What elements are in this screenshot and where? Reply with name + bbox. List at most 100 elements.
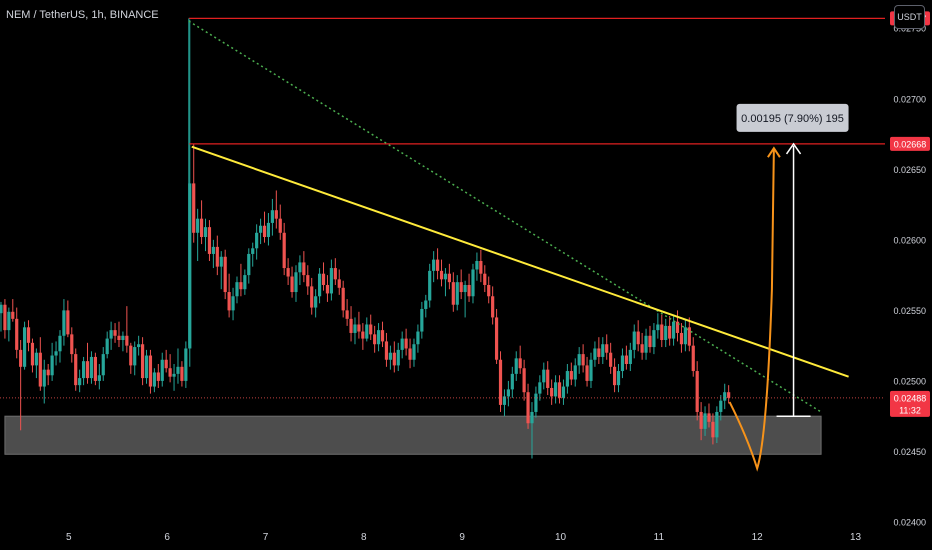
candle bbox=[184, 348, 188, 381]
candle bbox=[54, 351, 58, 356]
candle bbox=[644, 335, 648, 353]
price-label-box bbox=[890, 390, 930, 417]
candle bbox=[506, 389, 510, 397]
x-tick-label: 11 bbox=[654, 532, 665, 543]
support-zone bbox=[4, 415, 822, 455]
x-tick-label: 8 bbox=[361, 532, 367, 543]
candle bbox=[380, 330, 385, 342]
candle bbox=[605, 344, 609, 353]
currency-button[interactable]: USDT bbox=[894, 5, 925, 29]
candle bbox=[491, 296, 495, 318]
measure-label-box bbox=[736, 103, 849, 132]
candle bbox=[420, 308, 424, 332]
candle bbox=[424, 300, 428, 309]
candle bbox=[144, 355, 149, 379]
candle bbox=[357, 324, 361, 332]
candle bbox=[581, 354, 585, 366]
projection-arrowhead bbox=[767, 146, 781, 158]
candle bbox=[494, 317, 499, 360]
candle bbox=[85, 361, 90, 379]
candle bbox=[408, 348, 412, 360]
candle bbox=[137, 344, 141, 348]
candle bbox=[447, 273, 451, 283]
candle bbox=[337, 279, 341, 288]
candle bbox=[7, 311, 11, 331]
candle bbox=[400, 338, 404, 350]
y-tick-label: 0.02600 bbox=[893, 235, 926, 245]
candle bbox=[483, 273, 487, 285]
candle bbox=[518, 358, 522, 369]
candle bbox=[22, 327, 27, 367]
candle bbox=[93, 356, 97, 381]
candle bbox=[585, 365, 589, 381]
candle bbox=[561, 386, 566, 398]
candle bbox=[648, 335, 652, 348]
candle bbox=[314, 296, 318, 308]
candle bbox=[243, 275, 247, 290]
candle bbox=[38, 352, 42, 387]
candle bbox=[479, 261, 483, 274]
projection-path bbox=[728, 148, 775, 472]
candle bbox=[274, 210, 278, 219]
candle bbox=[459, 282, 463, 293]
candle bbox=[306, 275, 310, 287]
candle bbox=[160, 359, 164, 381]
price-label: 0.02488 bbox=[894, 393, 927, 403]
candle bbox=[50, 355, 54, 376]
candle bbox=[125, 335, 129, 346]
candle bbox=[89, 356, 94, 379]
candle bbox=[573, 365, 577, 380]
candle bbox=[475, 261, 479, 270]
candle bbox=[455, 282, 459, 305]
candle bbox=[628, 349, 632, 364]
candle bbox=[58, 335, 62, 352]
candle bbox=[498, 359, 503, 405]
candle bbox=[597, 348, 601, 357]
x-tick-label: 5 bbox=[66, 532, 72, 543]
candle bbox=[432, 259, 436, 271]
candle bbox=[388, 352, 392, 360]
y-tick-label: 0.02400 bbox=[893, 518, 926, 528]
candle bbox=[298, 262, 302, 273]
candle bbox=[290, 276, 294, 293]
candle bbox=[439, 270, 444, 280]
candle bbox=[286, 268, 290, 277]
candle bbox=[66, 310, 70, 335]
candle bbox=[30, 342, 35, 366]
candle bbox=[113, 330, 117, 336]
x-tick-label: 13 bbox=[850, 532, 862, 543]
x-tick-label: 9 bbox=[459, 532, 465, 543]
candle bbox=[199, 218, 204, 238]
candle bbox=[510, 373, 514, 390]
measure-arrowhead bbox=[785, 142, 802, 155]
candle bbox=[616, 371, 621, 386]
candle bbox=[522, 368, 526, 393]
candle bbox=[396, 349, 400, 366]
candle bbox=[152, 372, 156, 387]
axes: 5 6 7 8 9 10 11 12 13 0.02400 0.02450 0.02500 0.0255… bbox=[66, 11, 930, 543]
candle bbox=[683, 327, 687, 345]
candle bbox=[310, 286, 314, 308]
candle bbox=[211, 246, 215, 254]
candle bbox=[668, 325, 672, 339]
candle bbox=[172, 373, 176, 377]
candle bbox=[15, 318, 19, 350]
candle bbox=[656, 324, 660, 331]
candle bbox=[373, 334, 377, 345]
candle bbox=[349, 318, 353, 333]
candle bbox=[392, 352, 396, 366]
candle bbox=[569, 371, 573, 380]
candle bbox=[117, 335, 121, 341]
candle bbox=[412, 344, 416, 360]
candle bbox=[443, 273, 448, 280]
candle bbox=[231, 296, 235, 311]
candle bbox=[121, 335, 125, 341]
candle bbox=[70, 334, 74, 355]
measure-label: 0.00195 (7.90%) 195 bbox=[741, 113, 844, 125]
candle bbox=[203, 227, 208, 238]
candle bbox=[463, 284, 467, 293]
candle bbox=[196, 218, 200, 233]
candle bbox=[703, 413, 707, 429]
y-tick-label: 0.02650 bbox=[893, 165, 926, 175]
